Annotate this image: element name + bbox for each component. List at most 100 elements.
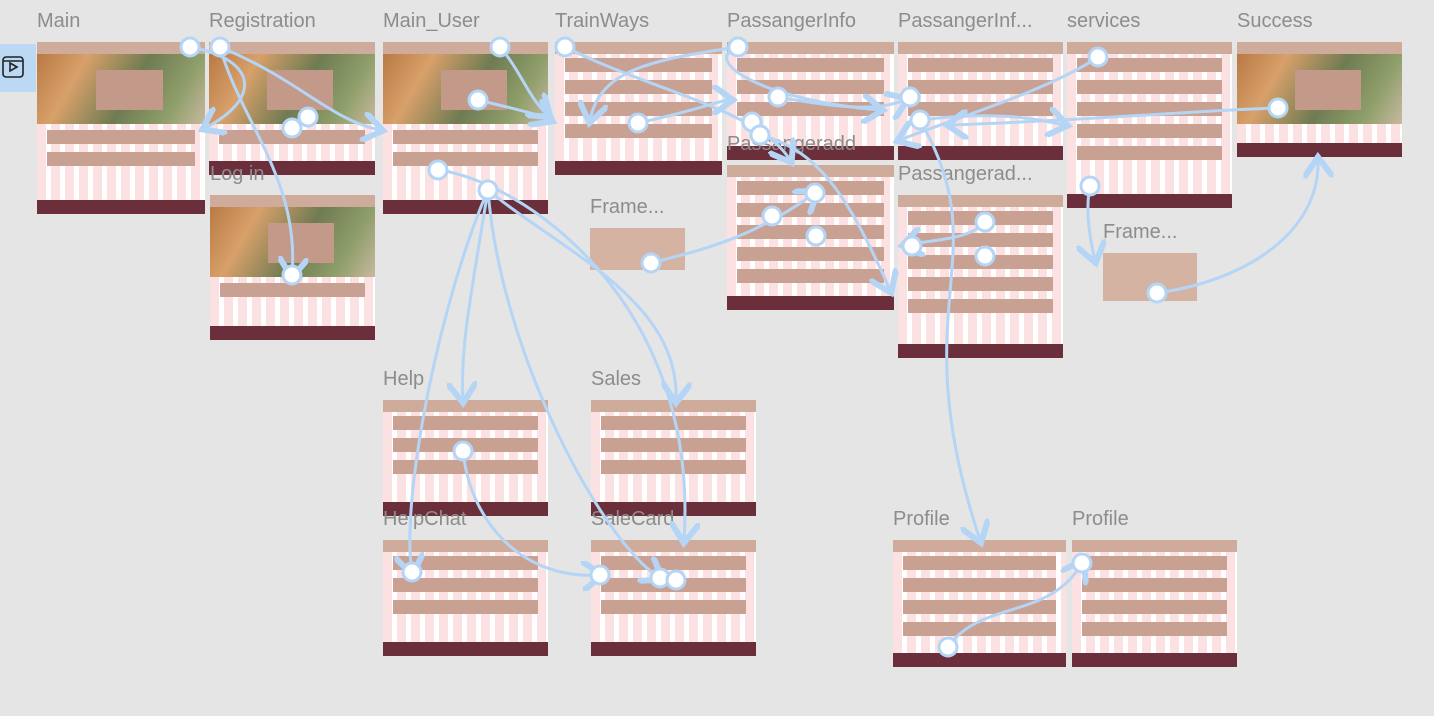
- link: [1156, 160, 1318, 295]
- frame-label: SaleCard: [591, 508, 675, 530]
- link-handle[interactable]: [761, 205, 783, 227]
- frame-header: [555, 42, 722, 54]
- content-block: [903, 622, 1056, 636]
- link: [461, 450, 600, 575]
- link: [900, 55, 1099, 140]
- frame-label: Passangerad...: [898, 163, 1033, 185]
- content-block: [903, 578, 1056, 592]
- link-handle[interactable]: [179, 36, 201, 58]
- link-handle[interactable]: [727, 36, 749, 58]
- link-handle[interactable]: [209, 36, 231, 58]
- link-handle[interactable]: [589, 564, 611, 586]
- link-handle[interactable]: [427, 159, 449, 181]
- link-handle[interactable]: [452, 440, 474, 462]
- frame-label: Success: [1237, 10, 1313, 32]
- frame-label: Help: [383, 368, 425, 390]
- link-handle[interactable]: [804, 182, 826, 204]
- link: [218, 46, 293, 275]
- screen-frame: [1237, 42, 1402, 157]
- content-block: [908, 233, 1053, 247]
- content-block: [908, 58, 1053, 72]
- frame-footer: [591, 642, 756, 656]
- link-handle[interactable]: [627, 112, 649, 134]
- link: [410, 189, 490, 572]
- frame-header: [1067, 42, 1232, 54]
- link-handle[interactable]: [1267, 97, 1289, 119]
- frame-header: [898, 42, 1063, 54]
- frame-footer: [893, 653, 1066, 667]
- link-handle[interactable]: [554, 36, 576, 58]
- link-handle[interactable]: [749, 124, 771, 146]
- link-handle[interactable]: [281, 264, 303, 286]
- screen-frame: [898, 42, 1063, 160]
- content-block: [903, 556, 1056, 570]
- link-handle[interactable]: [974, 245, 996, 267]
- link: [777, 97, 905, 107]
- link-handle[interactable]: [899, 86, 921, 108]
- link-handle[interactable]: [974, 211, 996, 233]
- content-block: [393, 556, 538, 570]
- link: [918, 119, 980, 540]
- content-block: [1077, 146, 1222, 160]
- content-block: [601, 438, 746, 452]
- link-handle[interactable]: [401, 561, 423, 583]
- prototype-toggle[interactable]: [0, 44, 36, 92]
- content-block: [737, 247, 884, 261]
- frame-footer: [210, 326, 375, 340]
- content-block: [737, 58, 884, 72]
- link-handle[interactable]: [1071, 552, 1093, 574]
- frame-label: Profile: [893, 508, 950, 530]
- link: [437, 168, 685, 540]
- link-handle[interactable]: [1087, 46, 1109, 68]
- link-handle[interactable]: [901, 235, 923, 257]
- frame-label: Frame...: [1103, 221, 1178, 243]
- link-handle[interactable]: [937, 636, 959, 658]
- content-block: [903, 600, 1056, 614]
- link-handle[interactable]: [1079, 175, 1101, 197]
- content-block: [1082, 578, 1227, 592]
- link: [1088, 185, 1095, 260]
- frame-footer: [555, 161, 722, 175]
- link-handle[interactable]: [467, 89, 489, 111]
- link: [487, 188, 676, 400]
- link-handle[interactable]: [297, 106, 319, 128]
- link-handle[interactable]: [1146, 282, 1168, 304]
- frame-label: Main: [37, 10, 81, 32]
- content-block: [393, 600, 538, 614]
- link: [219, 45, 380, 130]
- frame-header: [1072, 540, 1237, 552]
- frame-label: PassangerInf...: [898, 10, 1033, 32]
- link-handle[interactable]: [767, 86, 789, 108]
- frame-label: PassangerInfo: [727, 10, 856, 32]
- frame-header: [727, 42, 894, 54]
- link: [477, 100, 550, 120]
- content-block: [601, 600, 746, 614]
- link: [950, 106, 1279, 125]
- link-handle[interactable]: [805, 225, 827, 247]
- link: [486, 189, 660, 578]
- link-handle[interactable]: [281, 117, 303, 139]
- link-handle[interactable]: [477, 179, 499, 201]
- frame-label: Main_User: [383, 10, 480, 32]
- content-block: [1077, 124, 1222, 138]
- screen-frame: [1067, 42, 1232, 208]
- link-handle[interactable]: [909, 109, 931, 131]
- screen-frame: [1072, 540, 1237, 667]
- link: [462, 189, 490, 400]
- content-block: [1077, 58, 1222, 72]
- link: [637, 100, 730, 125]
- frame-footer: [727, 296, 894, 310]
- link: [590, 45, 739, 120]
- link-handle[interactable]: [640, 252, 662, 274]
- link: [946, 563, 1082, 648]
- link-handle[interactable]: [489, 36, 511, 58]
- frame-footer: [591, 502, 756, 516]
- content-block: [908, 80, 1053, 94]
- content-block: [47, 130, 195, 144]
- link-handle[interactable]: [665, 569, 687, 591]
- frame-footer: [1067, 194, 1232, 208]
- frame-header: [727, 165, 894, 177]
- play-icon: [2, 56, 24, 78]
- frame-label: Sales: [591, 368, 642, 390]
